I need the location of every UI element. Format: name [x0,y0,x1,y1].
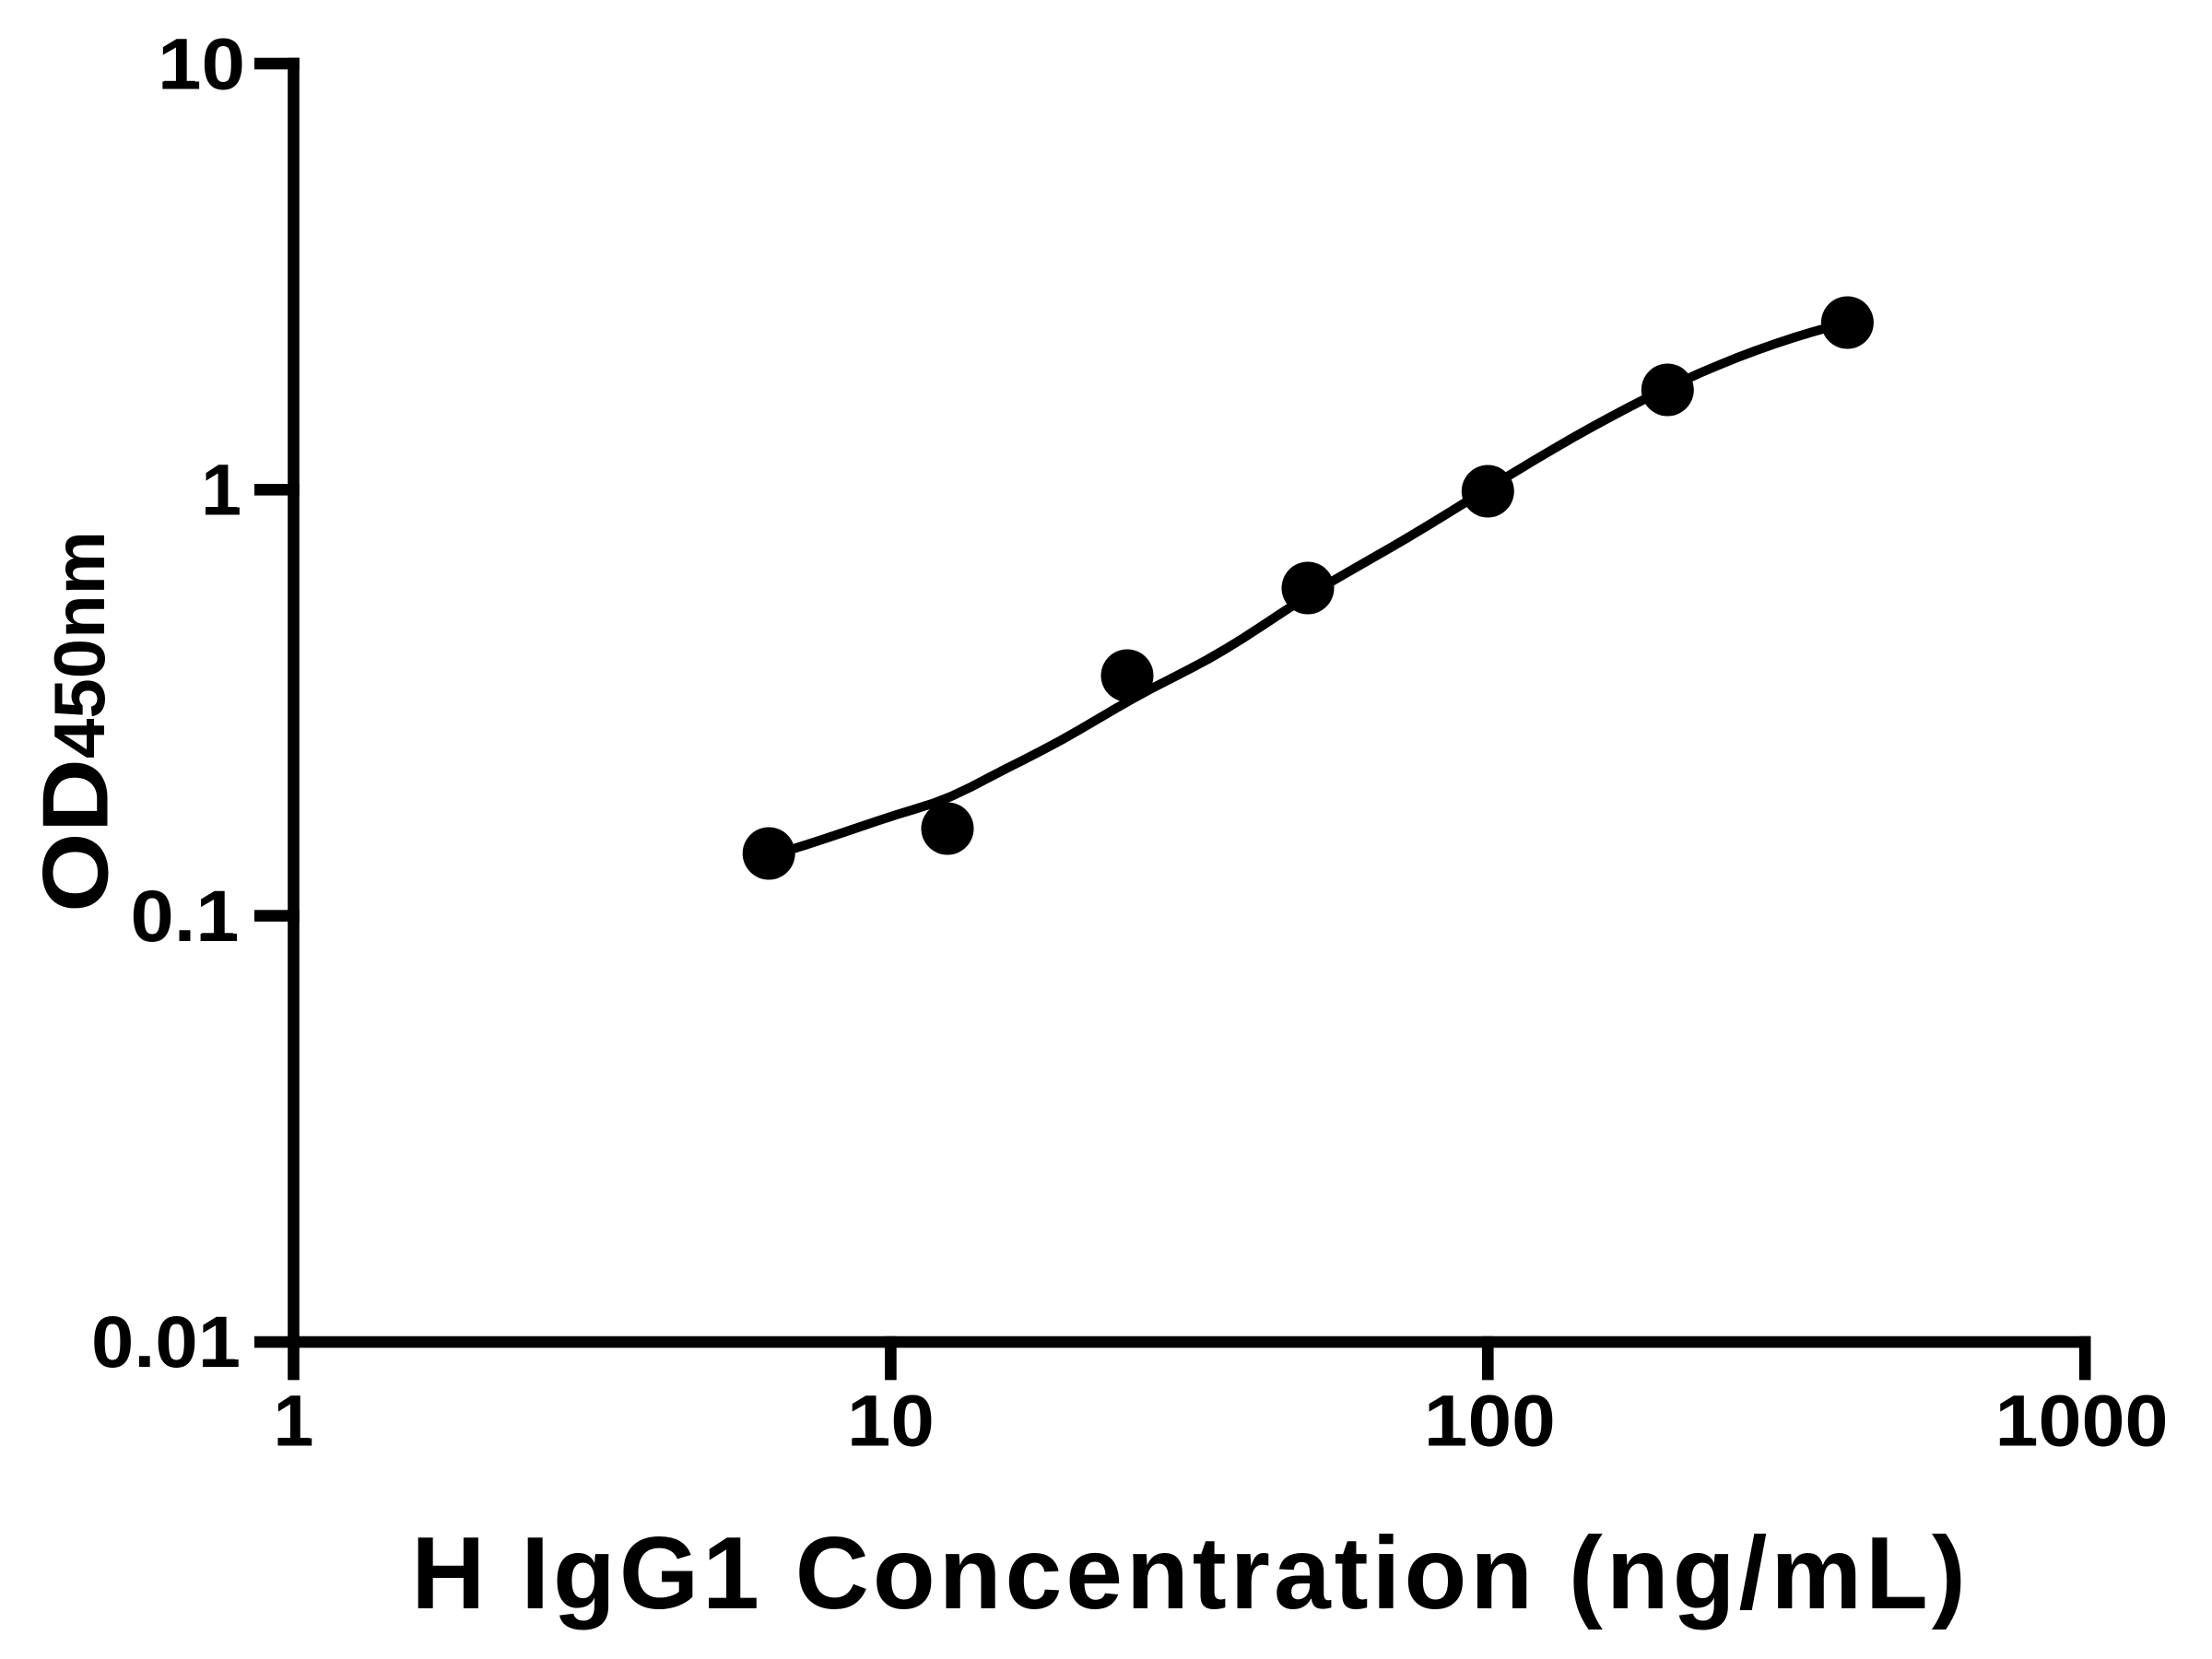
svg-text:1: 1 [201,449,241,531]
svg-text:450nm: 450nm [39,531,120,759]
svg-text:OD: OD [25,759,128,912]
svg-text:0.01: 0.01 [91,1300,241,1382]
svg-text:1000: 1000 [1995,1380,2169,1462]
svg-text:10: 10 [158,22,245,104]
svg-text:0.1: 0.1 [131,875,240,957]
svg-text:10: 10 [847,1380,935,1462]
svg-text:H IgG1 Concentration (ng/mL): H IgG1 Concentration (ng/mL) [411,1516,1970,1630]
svg-text:100: 100 [1424,1380,1556,1462]
svg-text:1: 1 [274,1380,314,1462]
